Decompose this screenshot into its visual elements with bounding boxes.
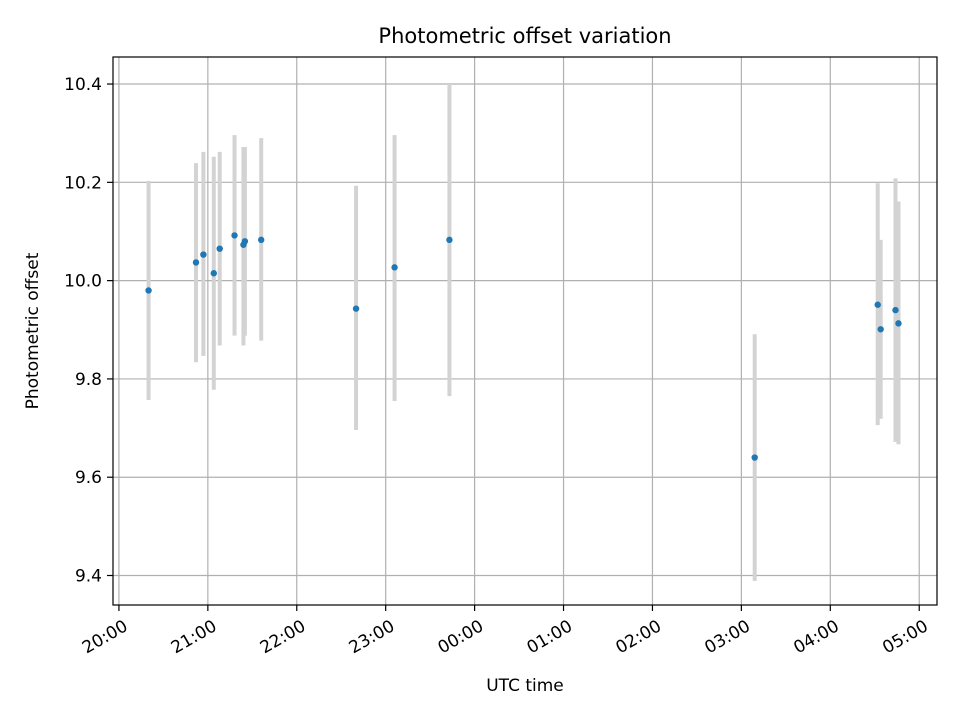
- data-point: [216, 245, 223, 252]
- plot-frame: [112, 56, 938, 606]
- x-tick-label: 05:00: [879, 616, 931, 658]
- x-tick-label: 22:00: [257, 616, 309, 658]
- data-point: [874, 301, 881, 308]
- data-point: [446, 236, 453, 244]
- data-points: [145, 232, 902, 461]
- y-tick-label: 10.4: [64, 75, 102, 95]
- y-tick-label: 9.6: [75, 468, 102, 488]
- y-tick-label: 10.2: [64, 173, 102, 193]
- x-tick-label: 00:00: [435, 616, 487, 658]
- y-tick-label: 9.8: [75, 370, 102, 390]
- y-tick-label: 10.0: [64, 272, 102, 292]
- x-tick-label: 03:00: [701, 616, 753, 658]
- x-tick-label: 21:00: [168, 616, 220, 658]
- y-tick-label: 9.4: [75, 567, 102, 587]
- data-point: [892, 306, 899, 314]
- data-point: [210, 270, 217, 277]
- data-point: [241, 238, 249, 245]
- data-point: [231, 232, 238, 239]
- data-point: [751, 454, 758, 461]
- x-axis-ticks: 20:00 21:00 22:00 23:00 00:00 01:00 02:00 03:00…: [79, 605, 932, 658]
- x-tick-label: 04:00: [790, 616, 842, 658]
- data-point: [200, 251, 207, 258]
- grid: [113, 57, 937, 605]
- x-tick-label: 01:00: [524, 616, 576, 658]
- x-axis-label: UTC time: [486, 676, 564, 696]
- x-tick-label: 02:00: [613, 616, 665, 658]
- error-bars: [146, 84, 901, 581]
- data-point: [258, 236, 265, 244]
- data-point: [877, 326, 884, 333]
- data-point: [391, 264, 398, 271]
- data-point: [192, 259, 200, 266]
- y-axis-ticks: 9.4 9.6 9.8 10.0 10.2 10.4: [64, 75, 113, 587]
- data-point: [895, 320, 902, 327]
- data-point: [352, 305, 360, 312]
- x-tick-label: 20:00: [79, 616, 131, 658]
- data-point: [145, 287, 152, 294]
- x-tick-label: 23:00: [346, 616, 398, 658]
- y-axis-label: Photometric offset: [23, 252, 43, 409]
- chart-title: Photometric offset variation: [378, 24, 671, 48]
